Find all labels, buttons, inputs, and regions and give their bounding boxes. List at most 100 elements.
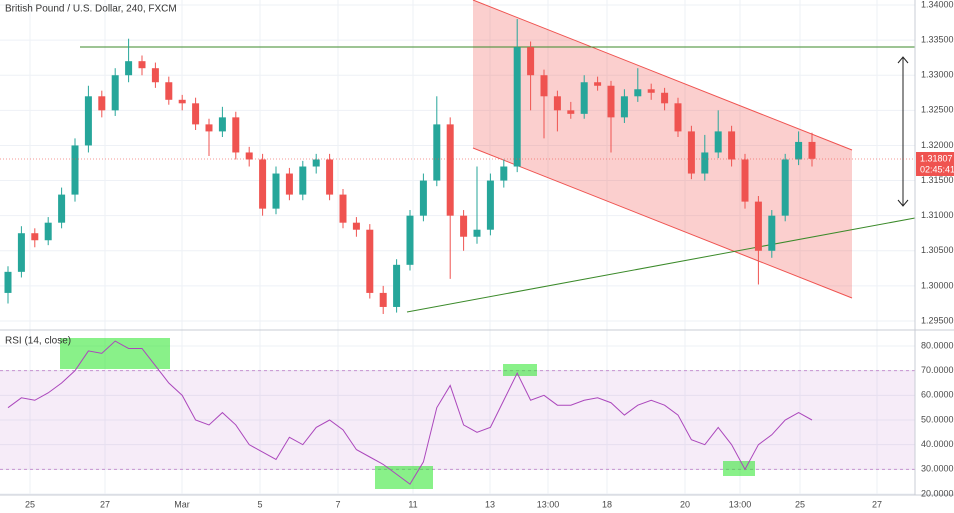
candle-body <box>553 96 561 111</box>
candle-body <box>138 61 146 69</box>
chart-title: British Pound / U.S. Dollar, 240, FXCM <box>5 4 177 15</box>
candle-body <box>486 180 494 230</box>
candle-body <box>701 152 709 174</box>
y-tick-label: 1.34000 <box>921 0 954 9</box>
rsi-band <box>0 370 915 470</box>
candle-body <box>218 117 226 132</box>
candle-body <box>84 96 92 146</box>
candle-body <box>594 82 602 86</box>
y-tick-label: 1.33500 <box>921 34 954 44</box>
candle-body <box>339 194 347 223</box>
x-tick-label: 25 <box>25 499 35 509</box>
candle-body <box>674 103 682 132</box>
candle-body <box>232 117 240 153</box>
rsi-band-fill <box>0 370 915 470</box>
candle-body <box>607 85 615 118</box>
rsi-tick-label: 50.0000 <box>921 414 954 424</box>
candle-body <box>661 92 669 104</box>
y-tick-label: 1.31500 <box>921 175 954 185</box>
candle-body <box>768 215 776 251</box>
candle-body <box>205 124 213 132</box>
x-tick-label: Mar <box>174 499 190 509</box>
countdown-label: 02:45:41 <box>920 164 954 174</box>
candle-body <box>647 89 655 93</box>
candle-body <box>44 222 52 241</box>
last-price-label: 1.31807 <box>920 153 953 163</box>
candle-body <box>259 159 267 209</box>
candle-body <box>687 131 695 174</box>
x-tick-label: 7 <box>335 499 340 509</box>
candle-body <box>781 159 789 216</box>
y-tick-label: 1.32000 <box>921 140 954 150</box>
highlight <box>60 338 170 369</box>
candle-body <box>513 47 521 167</box>
candle-body <box>192 103 200 125</box>
candle-body <box>17 233 25 272</box>
x-tick-label: 11 <box>408 499 417 509</box>
candle-body <box>728 131 736 160</box>
x-tick-label: 13 <box>485 499 495 509</box>
highlight <box>723 461 755 476</box>
candle-body <box>540 75 548 97</box>
y-tick-label: 1.31000 <box>921 210 954 220</box>
rsi-tick-label: 80.0000 <box>921 340 954 350</box>
rsi-tick-label: 40.0000 <box>921 439 954 449</box>
candle-body <box>473 229 481 237</box>
highlight <box>503 364 537 376</box>
highlight <box>375 466 433 489</box>
candles <box>4 19 816 314</box>
y-tick-label: 1.30500 <box>921 245 954 255</box>
y-tick-label: 1.33000 <box>921 70 954 80</box>
rsi-tick-label: 60.0000 <box>921 390 954 400</box>
candle-body <box>98 96 106 111</box>
candle-body <box>165 82 173 100</box>
candle-body <box>58 194 66 223</box>
candle-body <box>111 75 119 111</box>
candle-body <box>754 201 762 251</box>
rsi-line <box>7 340 813 485</box>
candle-body <box>151 68 159 83</box>
candle-body <box>433 124 441 181</box>
candle-body <box>446 124 454 216</box>
x-tick-label: 5 <box>257 499 262 509</box>
y-tick-label: 1.29500 <box>921 315 954 325</box>
candle-body <box>299 166 307 195</box>
candle-body <box>272 173 280 209</box>
candle-body <box>285 173 293 195</box>
x-tick-label: 13:00 <box>729 499 752 509</box>
candle-body <box>620 96 628 118</box>
candle-body <box>393 264 401 307</box>
candle-body <box>366 229 374 293</box>
candle-body <box>379 292 387 307</box>
last-price-box <box>916 151 954 176</box>
candle-body <box>460 215 468 237</box>
candle-body <box>352 222 360 230</box>
candle-body <box>808 141 816 159</box>
candle-body <box>419 180 427 216</box>
candle-body <box>580 82 588 114</box>
x-tick-label: 27 <box>872 499 882 509</box>
channel-edge <box>472 147 853 299</box>
rsi-tick-label: 20.0000 <box>921 488 954 498</box>
candle-body <box>4 271 12 293</box>
candle-body <box>741 159 749 202</box>
candle-body <box>567 110 575 114</box>
rsi-title: RSI (14, close) <box>5 336 71 347</box>
candle-body <box>245 152 253 160</box>
candle-body <box>71 145 79 195</box>
rsi-tick-label: 30.0000 <box>921 464 954 474</box>
candle-body <box>406 215 414 265</box>
candle-body <box>312 159 320 167</box>
y-tick-label: 1.30000 <box>921 280 954 290</box>
candle-body <box>714 131 722 153</box>
x-tick-label: 25 <box>795 499 805 509</box>
x-tick-label: 27 <box>100 499 110 509</box>
candle-body <box>326 159 334 195</box>
candle-body <box>125 61 133 76</box>
candle-body <box>527 47 535 76</box>
x-tick-label: 13:00 <box>537 499 560 509</box>
x-tick-label: 18 <box>602 499 612 509</box>
rsi-tick-label: 70.0000 <box>921 365 954 375</box>
x-tick-label: 20 <box>680 499 690 509</box>
